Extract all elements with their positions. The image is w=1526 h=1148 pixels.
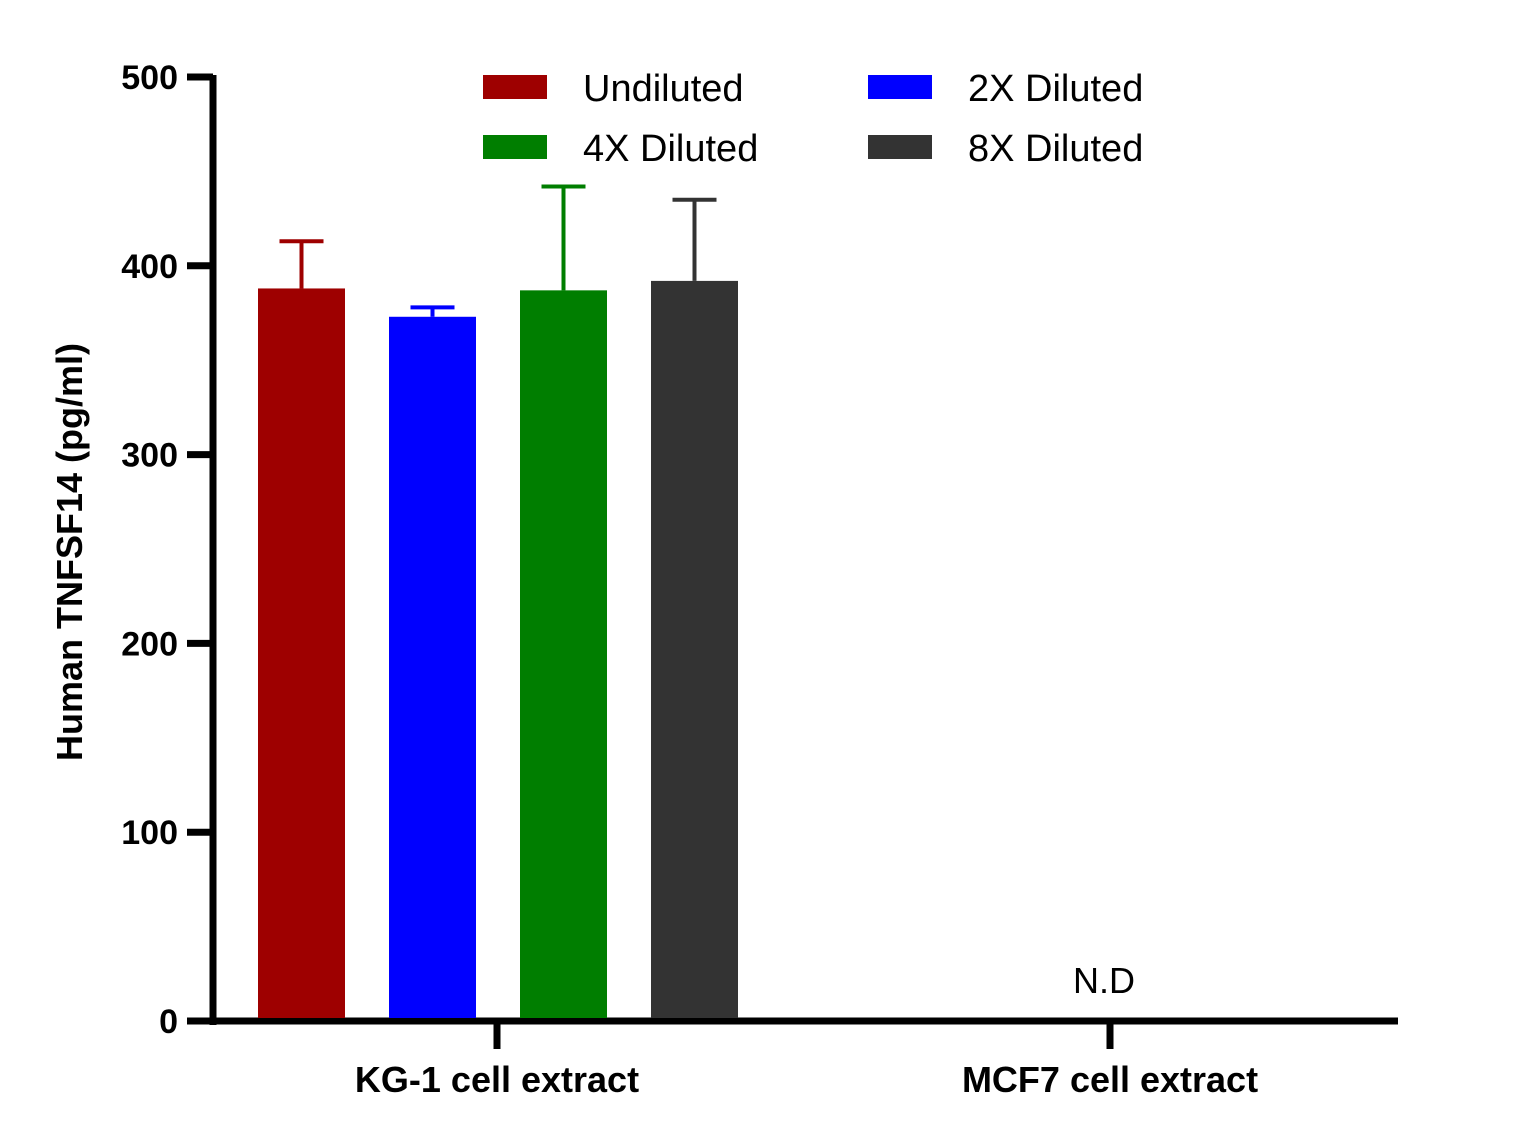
- bar: [520, 290, 607, 1018]
- y-tick-label: 0: [159, 1003, 178, 1041]
- bar: [258, 288, 345, 1018]
- legend-label: 2X Diluted: [968, 68, 1143, 110]
- legend-swatch: [483, 135, 547, 159]
- bar: [651, 280, 738, 1018]
- legend-label: 4X Diluted: [583, 128, 758, 170]
- annotation-nd: N.D: [1073, 960, 1135, 1001]
- legend-swatch: [868, 135, 932, 159]
- y-tick-label: 500: [121, 59, 178, 97]
- y-tick-label: 100: [121, 814, 178, 852]
- legend-label: 8X Diluted: [968, 128, 1143, 170]
- bar: [389, 316, 476, 1018]
- x-category-label: MCF7 cell extract: [962, 1059, 1258, 1100]
- y-tick-label: 300: [121, 437, 178, 475]
- legend-swatch: [483, 75, 547, 99]
- y-axis-label: Human TNFSF14 (pg/ml): [49, 343, 90, 761]
- y-tick-label: 200: [121, 625, 178, 663]
- legend-label: Undiluted: [583, 68, 744, 110]
- x-category-label: KG-1 cell extract: [355, 1059, 639, 1100]
- legend-swatch: [868, 75, 932, 99]
- y-tick-label: 400: [121, 248, 178, 286]
